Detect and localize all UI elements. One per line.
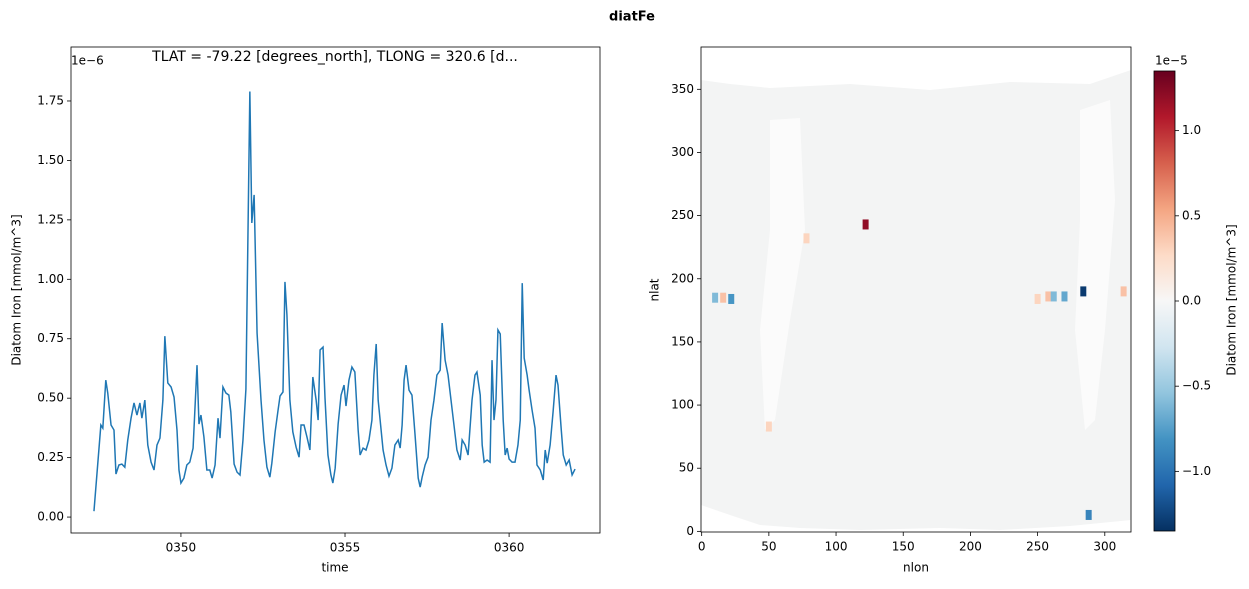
heatmap-cell [712, 292, 719, 303]
y-tick-label: 1.75 [37, 93, 64, 107]
y-tick-label: 1.00 [37, 272, 64, 286]
y-tick-label: 1.25 [37, 212, 64, 226]
x-tick-label: 0350 [166, 541, 197, 555]
land [760, 118, 805, 430]
x-tick-label: 50 [761, 540, 776, 554]
y-tick-label: 0 [686, 524, 694, 538]
y-tick-label: 0.75 [37, 331, 64, 345]
heatmap-cell [862, 219, 869, 230]
x-tick-label: 300 [1093, 540, 1116, 554]
heatmap-cell [765, 421, 772, 432]
colorbar-tick-label: 1.0 [1182, 123, 1201, 137]
x-tick-label: 250 [1026, 540, 1049, 554]
heatmap-cell [1120, 286, 1127, 297]
y-tick-label: 250 [671, 208, 694, 222]
axes-frame [70, 46, 601, 534]
y-tick-label: 0.50 [37, 391, 64, 405]
y-tick-label: 0.25 [37, 450, 64, 464]
y-tick-label: 100 [671, 398, 694, 412]
y-axis-label: nlat [648, 278, 662, 301]
y-tick-label: 50 [679, 461, 694, 475]
colorbar-tick-label: −1.0 [1182, 464, 1211, 478]
y-tick-label: 150 [671, 334, 694, 348]
map [701, 47, 1131, 532]
heatmap-cell [720, 292, 727, 303]
x-tick-label: 0 [698, 540, 706, 554]
heatmap-cell [728, 293, 735, 304]
axes-frame [700, 46, 1132, 533]
land [701, 47, 1131, 90]
x-tick-label: 200 [959, 540, 982, 554]
chart-title: TLAT = -79.22 [degrees_north], TLONG = 3… [151, 49, 518, 65]
colorbar-tick-label: −0.5 [1182, 379, 1211, 393]
y-tick-label: 1.50 [37, 153, 64, 167]
colorbar [1153, 70, 1176, 532]
y-axis-label: Diatom Iron [mmol/m^3] [10, 214, 24, 365]
colorbar-tick-label: 0.5 [1182, 208, 1201, 222]
land [1075, 100, 1115, 430]
colorbar-offset-text: 1e−5 [1155, 54, 1188, 68]
land [701, 505, 1131, 532]
heatmap-cell [1061, 291, 1068, 302]
heatmap-cell [1034, 293, 1041, 304]
colorbar-label: Diatom Iron [mmol/m^3] [1225, 224, 1239, 375]
x-axis-label: nlon [903, 561, 929, 575]
x-tick-label: 0360 [494, 541, 525, 555]
heatmap-cell [1080, 286, 1087, 297]
figure-title: diatFe [609, 10, 655, 25]
x-axis-label: time [321, 561, 348, 575]
x-tick-label: 100 [825, 540, 848, 554]
heatmap-cell [1050, 291, 1057, 302]
y-tick-label: 350 [671, 82, 694, 96]
colorbar-tick-label: 0.0 [1182, 294, 1201, 308]
line-series [93, 91, 576, 512]
x-tick-label: 0355 [330, 541, 361, 555]
heatmap-cell [1085, 509, 1092, 520]
x-tick-label: 150 [892, 540, 915, 554]
y-tick-label: 0.00 [37, 510, 64, 524]
y-tick-label: 200 [671, 271, 694, 285]
heatmap-cell [803, 233, 810, 244]
heatmap-cell [1045, 291, 1052, 302]
y-tick-label: 300 [671, 145, 694, 159]
offset-text: 1e−6 [71, 54, 104, 68]
